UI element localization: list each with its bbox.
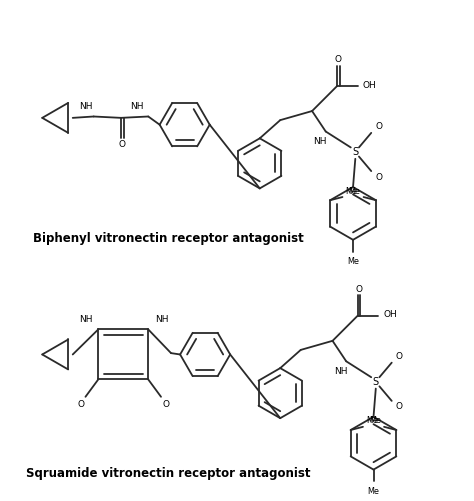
Text: O: O [335, 55, 342, 64]
Text: Biphenyl vitronectin receptor antagonist: Biphenyl vitronectin receptor antagonist [33, 232, 304, 245]
Text: NH: NH [130, 102, 144, 111]
Text: S: S [352, 147, 358, 157]
Text: O: O [356, 285, 363, 294]
Text: NH: NH [334, 367, 347, 376]
Text: Me: Me [369, 416, 381, 425]
Text: Me: Me [367, 487, 380, 496]
Text: O: O [162, 400, 169, 409]
Text: O: O [118, 140, 126, 149]
Text: Me: Me [347, 257, 359, 266]
Text: NH: NH [79, 315, 92, 324]
Text: OH: OH [383, 311, 397, 319]
Text: OH: OH [363, 81, 377, 90]
Text: Me: Me [346, 186, 357, 195]
Text: O: O [396, 352, 403, 361]
Text: O: O [375, 122, 383, 131]
Text: S: S [373, 377, 379, 387]
Text: O: O [396, 402, 403, 411]
Text: Me: Me [348, 186, 360, 195]
Text: NH: NH [79, 102, 92, 111]
Text: Me: Me [366, 416, 378, 425]
Text: NH: NH [155, 315, 169, 324]
Text: Sqruamide vitronectin receptor antagonist: Sqruamide vitronectin receptor antagonis… [27, 467, 311, 480]
Text: NH: NH [313, 137, 327, 146]
Text: O: O [77, 400, 84, 409]
Text: O: O [375, 172, 383, 181]
